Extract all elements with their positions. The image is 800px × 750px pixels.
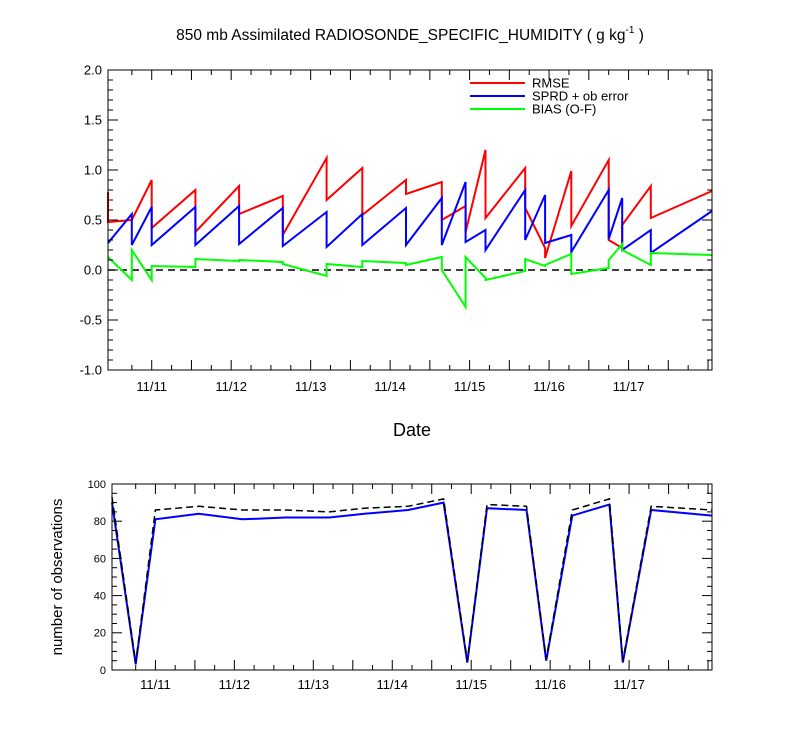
top-axes	[107, 69, 713, 371]
top-tick-labels: -1.0 -0.5 0.0 0.5 1.0 1.5 2.0 11/11 11/12 11/13 11…	[80, 63, 645, 394]
x-axis-label: Date	[393, 420, 431, 440]
x-tick-label: 11/14	[374, 379, 406, 394]
x-tick-label: 11/16	[534, 677, 566, 692]
y-tick-label: 0.0	[84, 263, 102, 278]
bottom-chart-panel: 0 20 40 60 80 100 11/11 11/12 11/13 11/14 11/15 11/…	[88, 479, 713, 692]
y-tick-label: 40	[94, 590, 106, 602]
x-tick-label: 11/11	[140, 677, 171, 692]
bottom-tick-labels: 0 20 40 60 80 100 11/11 11/12 11/13 11/14 11/15 11/…	[88, 479, 645, 692]
x-tick-label: 11/12	[215, 379, 247, 394]
bottom-axes	[111, 483, 713, 671]
top-series-group	[107, 149, 713, 311]
y-tick-label: 100	[88, 479, 106, 491]
series-line-assimilated	[111, 501, 713, 665]
x-tick-label: 11/13	[295, 379, 327, 394]
bottom-series-group	[111, 496, 713, 665]
x-tick-label: 11/16	[533, 379, 565, 394]
x-tick-label: 11/12	[219, 677, 251, 692]
y-tick-label: 60	[94, 553, 106, 565]
x-tick-label: 11/15	[455, 677, 487, 692]
y-tick-label: 0	[100, 665, 106, 677]
y-axis-label-observations: number of observations	[49, 499, 66, 656]
x-tick-label: 11/15	[454, 379, 486, 394]
y-tick-label: 0.5	[84, 213, 102, 228]
x-tick-label: 11/17	[613, 677, 645, 692]
x-tick-label: 11/17	[613, 379, 645, 394]
legend-label-rmse: RMSE	[532, 76, 570, 91]
x-tick-label: 11/13	[298, 677, 330, 692]
y-tick-label: 20	[94, 628, 106, 640]
chart-title: 850 mb Assimilated RADIOSONDE_SPECIFIC_H…	[176, 25, 644, 44]
legend-label-bias-o-f: BIAS (O-F)	[532, 102, 596, 117]
y-tick-label: 1.5	[84, 113, 102, 128]
series-line-sprd-ob-error	[107, 181, 713, 256]
series-line-bias-o-f	[107, 241, 713, 311]
y-tick-label: -0.5	[80, 313, 102, 328]
series-line-total	[111, 496, 713, 663]
x-tick-label: 11/11	[136, 379, 167, 394]
y-tick-label: 80	[94, 516, 106, 528]
y-tick-label: 1.0	[84, 163, 102, 178]
y-tick-label: 2.0	[84, 63, 102, 78]
y-tick-label: -1.0	[80, 363, 102, 378]
legend-label-sprd-ob-error: SPRD + ob error	[532, 89, 629, 104]
x-tick-label: 11/14	[376, 677, 408, 692]
